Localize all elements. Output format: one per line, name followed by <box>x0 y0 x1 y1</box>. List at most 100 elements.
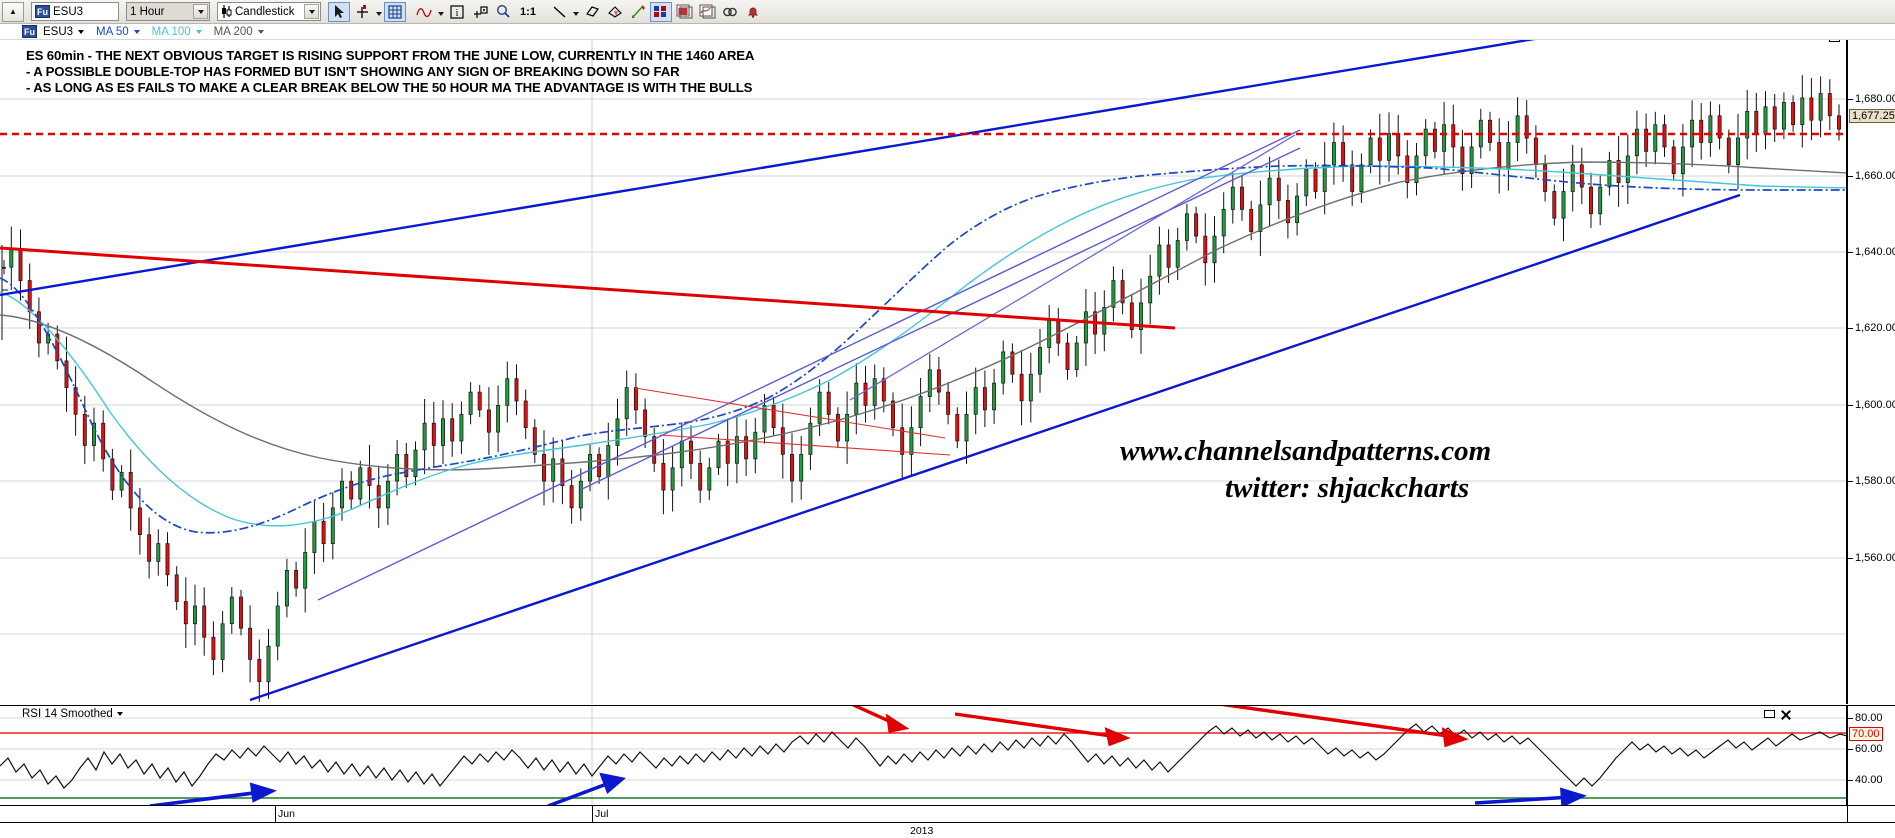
price-tick-1560 <box>1848 558 1853 559</box>
one-to-one-zoom-icon[interactable]: 1:1 <box>520 5 536 18</box>
price-chart-canvas <box>0 40 1846 704</box>
price-tick-1580 <box>1848 481 1853 482</box>
indicator-squiggle-icon[interactable] <box>413 2 435 22</box>
alert-bell-icon[interactable] <box>742 2 764 22</box>
price-tick-1640 <box>1848 252 1853 253</box>
time-label-jul: Jul <box>595 808 609 820</box>
chart-window-wave-icon[interactable] <box>696 2 718 22</box>
scroll-up-button[interactable]: ▲ <box>2 1 24 22</box>
candlestick-icon <box>221 5 232 18</box>
price-vertical-gridlines <box>591 40 593 704</box>
price-tick-1680 <box>1848 99 1853 100</box>
purple-steep-line <box>849 134 1296 401</box>
price-label-1620: 1,620.00 <box>1855 322 1895 334</box>
time-label-year: 2013 <box>910 825 934 837</box>
chevron-down-icon-symbol[interactable] <box>78 29 85 34</box>
price-gridlines <box>0 98 1846 635</box>
symbol-value: ESU3 <box>53 5 84 18</box>
legend-ma50-label: MA 50 <box>96 25 129 38</box>
annotation-line-2: - A POSSIBLE DOUBLE-TOP HAS FORMED BUT I… <box>26 64 680 79</box>
rsi-label-40: 40.00 <box>1855 774 1883 786</box>
svg-text:i: i <box>456 8 459 19</box>
trendline-dropdown-icon[interactable] <box>571 2 580 22</box>
triangle-up-icon: ▲ <box>9 7 17 16</box>
paint-tool-icon[interactable] <box>604 2 626 22</box>
cursor-pointer-icon[interactable] <box>328 1 350 22</box>
rsi-axis[interactable]: 80.00 60.00 40.00 70.00 <box>1847 705 1895 805</box>
legend-symbol-label: ESU3 <box>43 25 74 38</box>
price-label-1580: 1,580.00 <box>1855 475 1895 487</box>
rsi-bearish-arrow-3 <box>1221 706 1469 748</box>
rsi-pane-controls[interactable] <box>1764 709 1791 720</box>
zoom-magnifier-icon[interactable] <box>492 2 514 22</box>
chevron-down-icon-ma50[interactable] <box>133 29 140 34</box>
interval-select[interactable]: 1 Hour <box>126 2 210 21</box>
blue-rising-channel <box>0 40 1741 702</box>
ma50-line <box>0 164 1846 534</box>
rsi-bullish-arrow-3 <box>1474 787 1588 805</box>
chart-legend: Fu ESU3 MA 50 MA 100 MA 200 <box>0 24 1895 40</box>
chevron-down-icon-ma200[interactable] <box>257 29 264 34</box>
grid-toggle-icon[interactable] <box>384 1 406 22</box>
chevron-down-icon-2[interactable] <box>304 4 319 19</box>
price-label-1600: 1,600.00 <box>1855 399 1895 411</box>
candlestick-series <box>1 75 1841 702</box>
symbol-input[interactable]: Fu ESU3 <box>31 2 119 21</box>
price-tick-1600 <box>1848 405 1853 406</box>
rsi-tick-40 <box>1848 780 1853 781</box>
rsi-bullish-arrow-1 <box>149 782 277 805</box>
price-axis[interactable]: 1,680.00 1,660.00 1,640.00 1,620.00 1,60… <box>1847 40 1895 704</box>
chevron-down-icon-ma100[interactable] <box>195 29 202 34</box>
price-chart-pane[interactable]: ES 60min - THE NEXT OBVIOUS TARGET IS RI… <box>0 40 1847 704</box>
rsi-bullish-arrow-2 <box>547 772 626 805</box>
red-resistance-line <box>0 246 1176 330</box>
price-label-1660: 1,660.00 <box>1855 170 1895 182</box>
price-label-1680: 1,680.00 <box>1855 93 1895 105</box>
chart-window-red-icon[interactable] <box>673 2 695 22</box>
rsi-chart-pane[interactable] <box>0 705 1847 805</box>
blue-inner-channel <box>317 129 1301 601</box>
rsi-chart-canvas <box>0 706 1846 805</box>
indicator-dropdown-icon[interactable] <box>436 2 445 22</box>
chevron-down-icon-rsi[interactable] <box>116 712 123 716</box>
close-rsi-pane-icon[interactable] <box>1780 709 1791 720</box>
eraser-tool-icon[interactable] <box>581 2 603 22</box>
crosshair-marker-icon[interactable] <box>351 2 373 22</box>
price-tick-1620 <box>1848 328 1853 329</box>
red-small-wedge <box>634 387 951 456</box>
drawings-toggle-icon[interactable] <box>650 1 672 22</box>
rsi-bearish-arrow-2 <box>954 712 1131 747</box>
rsi-title-label[interactable]: RSI 14 Smoothed <box>22 708 113 720</box>
time-divider-jul <box>592 806 593 823</box>
rsi-tick-80 <box>1848 718 1853 719</box>
crosshair-dropdown-icon[interactable] <box>374 2 383 22</box>
legend-ma200-label: MA 200 <box>213 25 253 38</box>
info-box-icon[interactable]: i <box>446 2 468 22</box>
link-chain-icon[interactable] <box>719 2 741 22</box>
legend-ma50[interactable]: MA 50 <box>96 26 140 38</box>
maximize-pane-icon[interactable] <box>1829 40 1840 42</box>
chart-type-value: Candlestick <box>235 5 295 18</box>
chart-type-select[interactable]: Candlestick <box>217 2 321 21</box>
watermark-website: www.channelsandpatterns.com <box>1120 435 1492 467</box>
price-pane-controls[interactable] <box>1829 40 1840 42</box>
time-label-jun: Jun <box>278 808 295 820</box>
time-divider-end <box>1847 806 1848 823</box>
rsi-label-80: 80.00 <box>1855 712 1883 724</box>
legend-symbol[interactable]: Fu ESU3 <box>22 25 85 38</box>
rsi-pane-header: RSI 14 Smoothed <box>0 705 1847 723</box>
legend-ma100[interactable]: MA 100 <box>152 26 202 38</box>
time-axis[interactable]: Jun Jul 2013 <box>0 805 1895 838</box>
main-toolbar: ▲ Fu ESU3 1 Hour Candlestick <box>0 0 1895 24</box>
maximize-rsi-pane-icon[interactable] <box>1764 710 1775 718</box>
time-divider-jun <box>275 806 276 823</box>
legend-ma200[interactable]: MA 200 <box>214 26 264 38</box>
chevron-down-icon[interactable] <box>193 4 208 19</box>
ma200-line <box>0 161 1846 471</box>
add-study-icon[interactable] <box>469 2 491 22</box>
futures-badge-icon: Fu <box>35 5 50 18</box>
fib-tool-icon[interactable] <box>627 2 649 22</box>
time-axis-months-row: Jun Jul <box>0 806 1895 823</box>
trendline-tool-icon[interactable] <box>548 2 570 22</box>
